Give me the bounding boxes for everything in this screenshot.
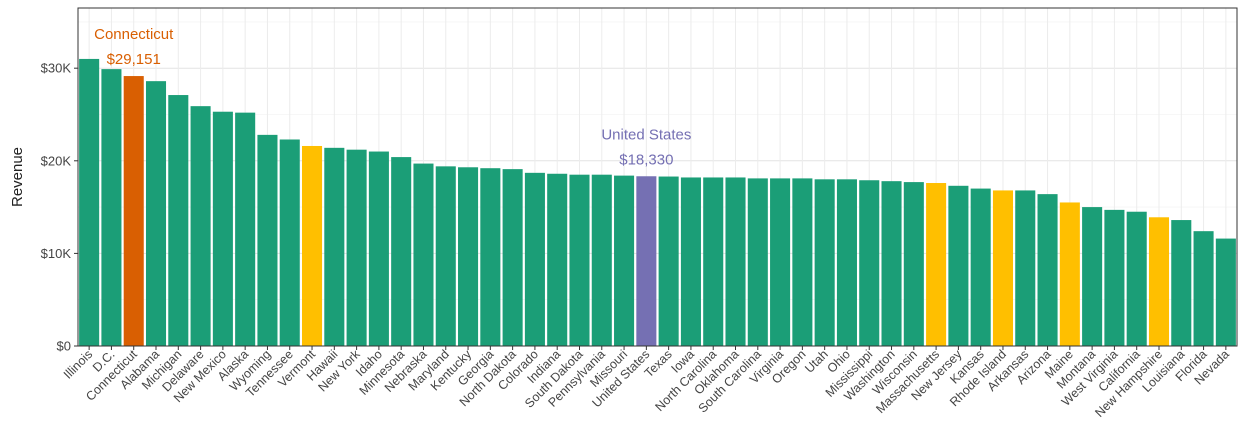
annotation-value-united-states: $18,330	[619, 151, 673, 168]
bar-california	[1126, 211, 1147, 346]
y-tick-label: $0	[57, 339, 71, 354]
bar-oklahoma	[725, 177, 746, 346]
bar-rhode-island	[992, 190, 1014, 346]
bar-minnesota	[391, 157, 412, 346]
bar-arkansas	[1015, 190, 1036, 346]
bar-north-carolina	[703, 177, 724, 346]
bar-georgia	[480, 168, 501, 346]
bar-montana	[1082, 207, 1103, 346]
bar-texas	[658, 176, 679, 346]
bar-wyoming	[257, 134, 278, 346]
bar-alabama	[145, 81, 167, 347]
y-tick-label: $20K	[41, 153, 72, 168]
bar-arizona	[1037, 194, 1058, 346]
bar-washington	[881, 181, 902, 346]
annotation-layer: Connecticut $29,151 United States $18,330	[94, 26, 691, 168]
bar-nebraska	[413, 163, 434, 346]
bar-new-jersey	[948, 185, 969, 346]
y-tick-label: $10K	[41, 246, 72, 261]
bar-michigan	[168, 95, 189, 347]
annotation-name-connecticut: Connecticut	[94, 26, 174, 43]
bar-vermont	[301, 145, 323, 346]
y-axis-title: Revenue	[9, 147, 26, 207]
bar-kentucky	[458, 167, 479, 346]
bar-maryland	[435, 166, 456, 346]
bar-iowa	[680, 177, 701, 346]
bar-maine	[1059, 202, 1080, 346]
bar-missouri	[614, 175, 635, 346]
bar-wisconsin	[903, 182, 924, 346]
bar-utah	[814, 179, 835, 346]
bar-louisiana	[1171, 220, 1192, 346]
bar-tennessee	[279, 139, 300, 346]
plot-panel-border	[77, 7, 1238, 347]
x-axis: IllinoisD.C.ConnecticutAlabamaMichiganDe…	[61, 346, 1232, 420]
bar-south-dakota	[569, 174, 590, 346]
bar-virginia	[770, 178, 791, 346]
bar-oregon	[792, 178, 813, 346]
bar-united-states	[636, 176, 657, 346]
bar-north-dakota	[502, 169, 523, 346]
bar-pennsylvania	[591, 174, 612, 346]
bar-d-c	[101, 69, 122, 347]
bar-ohio	[836, 179, 857, 346]
y-tick-label: $30K	[41, 61, 72, 76]
bar-connecticut	[123, 76, 144, 346]
annotation-name-united-states: United States	[601, 126, 691, 143]
bar-new-hampshire	[1148, 217, 1170, 346]
bar-kansas	[970, 188, 991, 346]
bar-illinois	[79, 58, 100, 346]
bar-indiana	[547, 173, 568, 346]
bar-west-virginia	[1104, 209, 1125, 346]
bar-hawaii	[324, 147, 345, 346]
bar-idaho	[368, 151, 389, 346]
bar-mississippi	[859, 180, 880, 346]
bar-alaska	[235, 112, 256, 346]
bar-south-carolina	[747, 178, 768, 346]
bar-delaware	[190, 106, 211, 346]
bar-new-mexico	[212, 111, 233, 347]
bar-new-york	[346, 149, 367, 346]
bar-massachusetts	[926, 183, 947, 346]
y-axis: $0 $10K $20K $30K	[41, 61, 78, 354]
bar-florida	[1193, 231, 1214, 346]
bar-layer	[79, 58, 1236, 347]
x-tick-label-utah: Utah	[802, 347, 831, 376]
bar-colorado	[524, 172, 545, 346]
bar-nevada	[1215, 238, 1236, 346]
annotation-value-connecticut: $29,151	[107, 51, 161, 68]
